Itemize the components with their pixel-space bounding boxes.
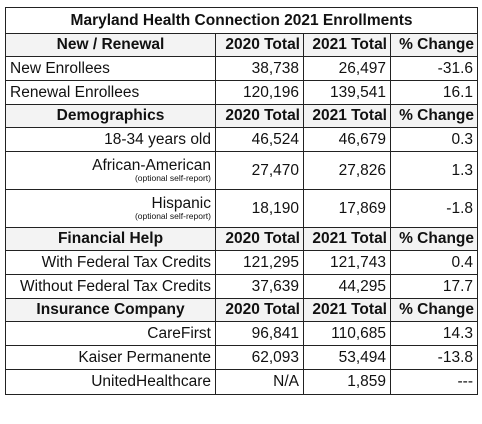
cell-2021[interactable]: 26,497	[303, 56, 391, 81]
column-header-change[interactable]: % Change	[389, 33, 479, 57]
cell-2021[interactable]: 53,494	[303, 345, 391, 370]
cell-change[interactable]: 16.1	[389, 80, 479, 105]
column-header-2021[interactable]: 2021 Total	[303, 298, 391, 322]
table-row: Without Federal Tax Credits 37,639 44,29…	[5, 274, 479, 299]
column-header-2020[interactable]: 2020 Total	[215, 33, 304, 57]
column-header-2021[interactable]: 2021 Total	[303, 227, 391, 251]
column-header-change[interactable]: % Change	[389, 227, 479, 251]
table-row: New Enrollees 38,738 26,497 -31.6	[5, 56, 479, 81]
row-label[interactable]: With Federal Tax Credits	[5, 250, 216, 275]
cell-2021[interactable]: 17,869	[303, 189, 391, 228]
row-label[interactable]: Without Federal Tax Credits	[5, 274, 216, 299]
section-header-row: New / Renewal 2020 Total 2021 Total % Ch…	[5, 33, 479, 57]
column-header-2020[interactable]: 2020 Total	[215, 227, 304, 251]
section-header-row: Demographics 2020 Total 2021 Total % Cha…	[5, 104, 479, 128]
cell-change[interactable]: 1.3	[389, 151, 479, 190]
column-header-change[interactable]: % Change	[389, 298, 479, 322]
row-label-cell[interactable]: African-American (optional self-report)	[5, 151, 216, 190]
cell-change[interactable]: ---	[389, 369, 479, 395]
spreadsheet-region: Maryland Health Connection 2021 Enrollme…	[4, 7, 479, 395]
cell-2020[interactable]: 18,190	[215, 189, 304, 228]
row-label[interactable]: Kaiser Permanente	[5, 345, 216, 370]
cell-2021[interactable]: 44,295	[303, 274, 391, 299]
table-row: African-American (optional self-report) …	[5, 151, 479, 190]
row-label: African-American	[92, 157, 211, 175]
row-note: (optional self-report)	[134, 211, 211, 222]
row-label[interactable]: UnitedHealthcare	[5, 369, 216, 395]
table-row: CareFirst 96,841 110,685 14.3	[5, 321, 479, 346]
row-label[interactable]: CareFirst	[5, 321, 216, 346]
table-row: With Federal Tax Credits 121,295 121,743…	[5, 250, 479, 275]
section-header-new-renewal[interactable]: New / Renewal	[5, 33, 216, 57]
cell-2020[interactable]: 38,738	[215, 56, 304, 81]
table-title[interactable]: Maryland Health Connection 2021 Enrollme…	[4, 7, 479, 34]
cell-change[interactable]: 0.3	[389, 127, 479, 152]
table-row: 18-34 years old 46,524 46,679 0.3	[5, 127, 479, 152]
cell-2020[interactable]: 62,093	[215, 345, 304, 370]
cell-2020[interactable]: 120,196	[215, 80, 304, 105]
cell-2021[interactable]: 121,743	[303, 250, 391, 275]
row-label[interactable]: Renewal Enrollees	[5, 80, 216, 105]
cell-change[interactable]: 0.4	[389, 250, 479, 275]
cell-2021[interactable]: 110,685	[303, 321, 391, 346]
cell-2020[interactable]: 121,295	[215, 250, 304, 275]
cell-change[interactable]: -31.6	[389, 56, 479, 81]
cell-change[interactable]: -13.8	[389, 345, 479, 370]
table-row: Renewal Enrollees 120,196 139,541 16.1	[5, 80, 479, 105]
cell-2020[interactable]: 37,639	[215, 274, 304, 299]
cell-change[interactable]: 14.3	[389, 321, 479, 346]
row-label: Hispanic	[151, 195, 211, 213]
cell-change[interactable]: -1.8	[389, 189, 479, 228]
row-note: (optional self-report)	[134, 173, 211, 184]
cell-2020[interactable]: 96,841	[215, 321, 304, 346]
cell-2020[interactable]: N/A	[215, 369, 304, 395]
cell-change[interactable]: 17.7	[389, 274, 479, 299]
cell-2021[interactable]: 139,541	[303, 80, 391, 105]
title-row: Maryland Health Connection 2021 Enrollme…	[4, 7, 479, 34]
cell-2020[interactable]: 27,470	[215, 151, 304, 190]
section-header-row: Insurance Company 2020 Total 2021 Total …	[5, 298, 479, 322]
cell-2021[interactable]: 1,859	[303, 369, 391, 395]
cell-2020[interactable]: 46,524	[215, 127, 304, 152]
row-label[interactable]: 18-34 years old	[5, 127, 216, 152]
cell-2021[interactable]: 46,679	[303, 127, 391, 152]
column-header-2021[interactable]: 2021 Total	[303, 33, 391, 57]
table-row: Kaiser Permanente 62,093 53,494 -13.8	[5, 345, 479, 370]
column-header-2020[interactable]: 2020 Total	[215, 298, 304, 322]
table-row: Hispanic (optional self-report) 18,190 1…	[5, 189, 479, 228]
column-header-2021[interactable]: 2021 Total	[303, 104, 391, 128]
section-header-insurance-company[interactable]: Insurance Company	[5, 298, 216, 322]
section-header-row: Financial Help 2020 Total 2021 Total % C…	[5, 227, 479, 251]
column-header-2020[interactable]: 2020 Total	[215, 104, 304, 128]
table-row: UnitedHealthcare N/A 1,859 ---	[5, 369, 479, 395]
section-header-demographics[interactable]: Demographics	[5, 104, 216, 128]
column-header-change[interactable]: % Change	[389, 104, 479, 128]
section-header-financial-help[interactable]: Financial Help	[5, 227, 216, 251]
enrollment-table: Maryland Health Connection 2021 Enrollme…	[4, 7, 479, 395]
row-label-cell[interactable]: Hispanic (optional self-report)	[5, 189, 216, 228]
cell-2021[interactable]: 27,826	[303, 151, 391, 190]
row-label[interactable]: New Enrollees	[5, 56, 216, 81]
